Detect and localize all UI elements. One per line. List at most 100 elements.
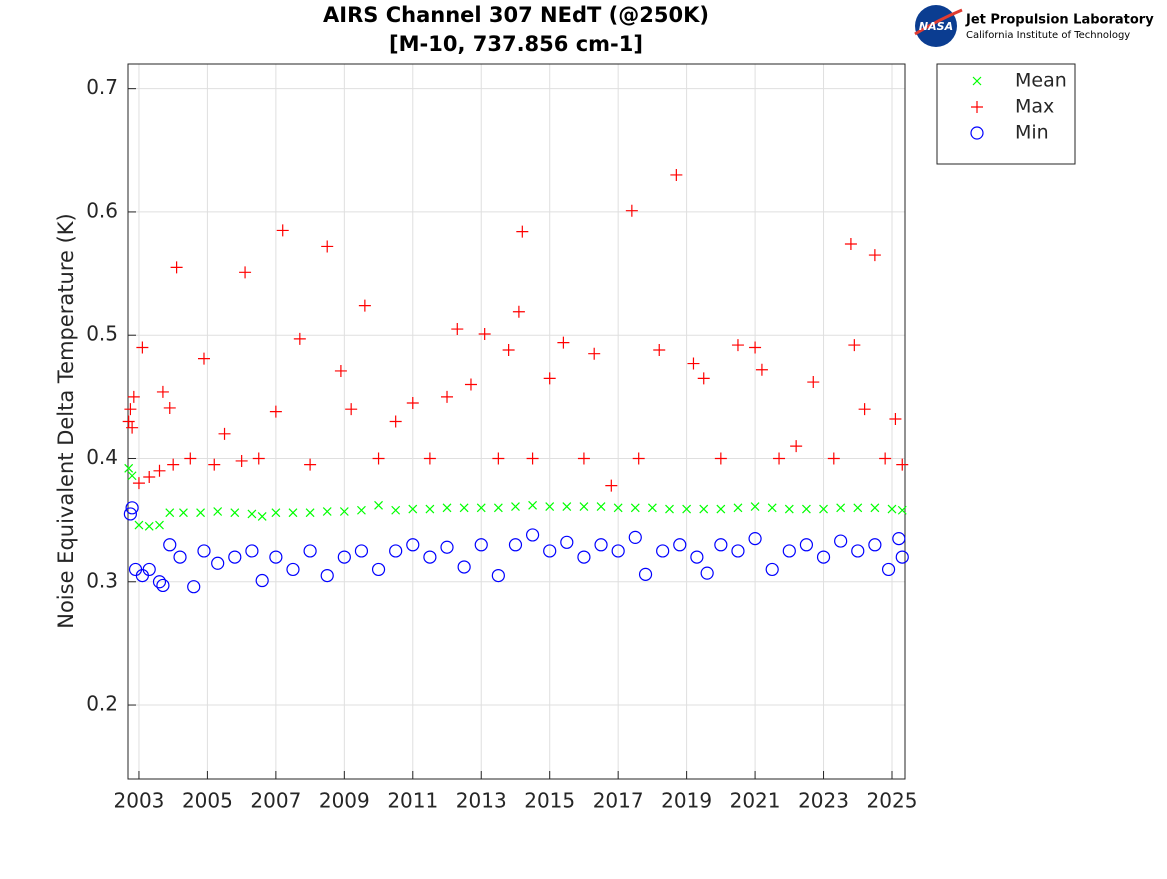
marker-max [136,341,149,354]
marker-max [269,405,282,418]
marker-max [588,347,601,360]
marker-min [543,544,557,558]
marker-max [239,266,252,279]
y-tick-label: 0.3 [86,568,118,592]
marker-mean [699,504,709,514]
marker-min [816,550,831,564]
marker-mean [442,503,452,513]
marker-max [697,372,710,385]
marker-min [765,562,779,577]
marker-max [879,452,892,465]
y-tick-label: 0.4 [86,445,118,469]
marker-mean [716,504,726,514]
marker-max [807,376,820,389]
x-tick-label: 2015 [524,789,575,813]
marker-max [687,357,700,370]
marker-mean [459,503,469,513]
marker-min [389,544,403,558]
marker-mean [579,502,589,511]
legend-label: Min [1015,122,1049,144]
marker-max [156,385,169,398]
marker-min [673,538,687,552]
marker-mean [257,511,267,521]
marker-max [126,421,139,434]
marker-max [516,225,529,238]
marker-min [834,534,848,548]
legend-marker [972,76,982,86]
marker-max [858,403,871,416]
marker-min [197,544,211,558]
chart-title: AIRS Channel 307 NEdT (@250K) [323,3,709,27]
marker-min [163,538,177,552]
marker-min [700,566,714,580]
y-tick-label: 0.5 [86,322,118,346]
marker-max [124,403,137,416]
marker-min [881,562,896,577]
marker-max [451,323,464,336]
marker-mean [339,507,349,516]
marker-min [748,532,762,546]
x-tick-label: 2009 [319,789,370,813]
marker-max [526,452,539,465]
x-tick-label: 2013 [456,789,507,813]
marker-mean [408,504,418,514]
marker-min [354,544,369,558]
marker-max [184,452,197,465]
marker-mean [322,507,332,516]
marker-min [457,560,471,574]
marker-max [208,458,221,471]
marker-min [628,530,642,544]
marker-max [143,470,156,483]
marker-min [638,567,653,581]
marker-min [474,538,488,552]
marker-max [896,458,909,471]
marker-mean [493,503,503,513]
marker-max [749,341,762,354]
marker-max [868,249,881,262]
marker-mean [288,508,298,518]
marker-mean [230,508,240,518]
marker-max [790,440,803,453]
marker-mean [196,508,205,518]
legend-marker [970,126,984,140]
marker-max [625,204,638,217]
x-tick-label: 2003 [114,789,165,813]
marker-mean [155,520,164,530]
logo-badge: NASA [919,20,953,33]
marker-min [895,550,909,564]
y-tick-label: 0.2 [86,692,118,716]
marker-max [478,327,491,340]
marker-max [844,237,857,250]
logo-sub: California Institute of Technology [966,30,1130,41]
marker-max [827,452,840,465]
marker-mean [887,504,897,514]
marker-mean [596,502,606,511]
marker-mean [750,502,760,511]
marker-max [848,339,861,352]
marker-mean [127,471,137,481]
marker-mean [213,507,223,516]
marker-mean [179,508,188,518]
marker-mean [665,504,674,514]
marker-max [235,454,248,467]
marker-min [371,562,386,577]
marker-max [653,344,666,356]
marker-mean [853,503,863,513]
marker-min [491,568,505,583]
chart-subtitle: [M-10, 737.856 cm-1] [389,32,643,56]
marker-min [211,556,225,570]
marker-min [851,544,865,558]
marker-max [321,240,334,253]
x-tick-label: 2021 [730,789,781,813]
marker-min [560,535,574,549]
marker-max [605,479,618,492]
legend-label: Mean [1015,70,1067,92]
marker-mean [682,504,692,514]
logo-org: Jet Propulsion Laboratory [965,13,1154,28]
marker-mean [247,509,257,519]
marker-max [492,452,505,465]
marker-max [293,332,306,345]
marker-max [358,299,371,312]
marker-min [714,538,728,552]
marker-min [656,544,670,558]
